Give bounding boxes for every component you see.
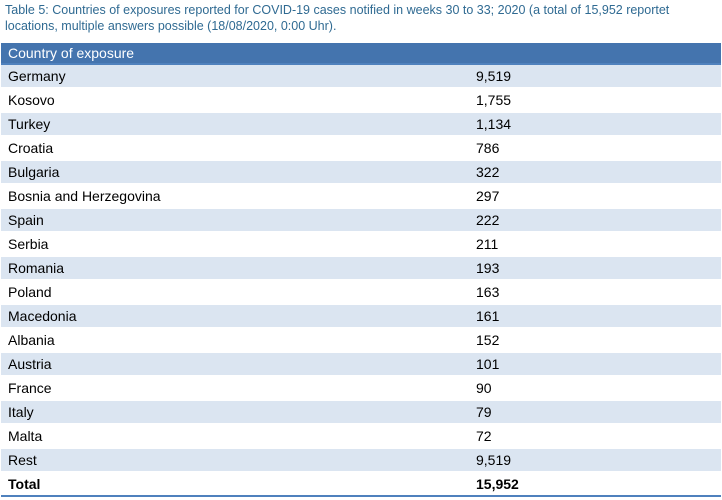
- country-cell: Albania: [1, 328, 469, 353]
- table-row: Rest 9,519: [1, 448, 722, 473]
- table-row: Romania 193: [1, 256, 722, 281]
- count-cell: 72: [469, 424, 722, 449]
- table-row: Turkey 1,134: [1, 112, 722, 137]
- table-row: Germany 9,519: [1, 64, 722, 89]
- table-row: Bulgaria 322: [1, 160, 722, 185]
- total-row: Total 15,952: [1, 471, 722, 497]
- country-cell: Bosnia and Herzegovina: [1, 184, 469, 209]
- table-caption: Table 5: Countries of exposures reported…: [5, 2, 717, 34]
- table-row: Macedonia 161: [1, 304, 722, 329]
- country-cell: Croatia: [1, 136, 469, 161]
- count-cell: 297: [469, 184, 722, 209]
- table-row: Bosnia and Herzegovina 297: [1, 184, 722, 209]
- total-label: Total: [1, 471, 469, 497]
- caption-line-1: Table 5: Countries of exposures reported…: [5, 3, 670, 17]
- country-cell: Turkey: [1, 112, 469, 137]
- country-cell: Macedonia: [1, 304, 469, 329]
- count-cell: 161: [469, 304, 722, 329]
- country-cell: Romania: [1, 256, 469, 281]
- table-header-row: Country of exposure: [1, 43, 722, 65]
- country-cell: Rest: [1, 448, 469, 473]
- table-row: Poland 163: [1, 280, 722, 305]
- table-row: Croatia 786: [1, 136, 722, 161]
- country-cell: Kosovo: [1, 88, 469, 113]
- count-cell: 9,519: [469, 448, 722, 473]
- header-country-of-exposure: Country of exposure: [1, 43, 722, 65]
- table-row: Kosovo 1,755: [1, 88, 722, 113]
- table-row: Austria 101: [1, 352, 722, 377]
- count-cell: 101: [469, 352, 722, 377]
- country-cell: Spain: [1, 208, 469, 233]
- count-cell: 90: [469, 376, 722, 401]
- table-row: Italy 79: [1, 400, 722, 425]
- table-row: Malta 72: [1, 424, 722, 449]
- country-cell: Malta: [1, 424, 469, 449]
- caption-line-2: locations, multiple answers possible (18…: [5, 19, 337, 33]
- table-row: France 90: [1, 376, 722, 401]
- table-body: Germany 9,519 Kosovo 1,755 Turkey 1,134 Cro…: [1, 64, 722, 497]
- count-cell: 152: [469, 328, 722, 353]
- country-cell: Germany: [1, 64, 469, 89]
- country-cell: Austria: [1, 352, 469, 377]
- table-row: Albania 152: [1, 328, 722, 353]
- count-cell: 9,519: [469, 64, 722, 89]
- count-cell: 79: [469, 400, 722, 425]
- exposure-table: Country of exposure Germany 9,519 Kosovo 1…: [1, 43, 722, 497]
- count-cell: 211: [469, 232, 722, 257]
- total-value: 15,952: [469, 471, 722, 497]
- count-cell: 786: [469, 136, 722, 161]
- count-cell: 193: [469, 256, 722, 281]
- country-cell: Bulgaria: [1, 160, 469, 185]
- count-cell: 322: [469, 160, 722, 185]
- country-cell: Poland: [1, 280, 469, 305]
- country-cell: Italy: [1, 400, 469, 425]
- count-cell: 222: [469, 208, 722, 233]
- table-row: Serbia 211: [1, 232, 722, 257]
- country-cell: Serbia: [1, 232, 469, 257]
- count-cell: 1,755: [469, 88, 722, 113]
- table-row: Spain 222: [1, 208, 722, 233]
- count-cell: 163: [469, 280, 722, 305]
- country-cell: France: [1, 376, 469, 401]
- count-cell: 1,134: [469, 112, 722, 137]
